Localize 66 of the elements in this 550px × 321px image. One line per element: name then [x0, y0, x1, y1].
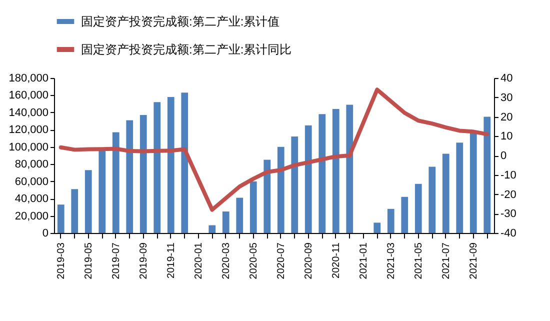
bar — [374, 222, 381, 233]
bar — [264, 160, 271, 233]
y-tick-label: 80,000 — [14, 158, 48, 171]
bar — [222, 211, 230, 233]
bar — [250, 181, 257, 233]
y2-tick-label: 40 — [500, 72, 513, 84]
y-tick-label: 120,000 — [8, 124, 48, 136]
y-tick-label: 20,000 — [14, 210, 48, 222]
y2-tick-label: 20 — [500, 111, 513, 124]
bar — [112, 132, 120, 233]
y2-tick-label: 0 — [500, 150, 507, 162]
bar — [387, 208, 394, 233]
y-tick-label: 180,000 — [8, 72, 48, 84]
x-tick-label: 2020-01 — [193, 242, 204, 280]
bar — [126, 120, 134, 233]
y-tick-label: 100,000 — [8, 141, 48, 154]
bar — [57, 204, 64, 233]
y2-tick-label: -10 — [500, 169, 516, 182]
y2-tick-label: 30 — [500, 92, 513, 104]
x-tick-label: 2020-05 — [248, 242, 260, 280]
bar — [318, 114, 326, 233]
y-tick-label: 0 — [42, 228, 48, 240]
bar — [332, 109, 340, 233]
legend-label: 固定资产投资完成额:第二产业:累计值 — [81, 14, 280, 28]
x-tick-label: 2021-05 — [413, 242, 424, 280]
x-tick-label: 2021-03 — [386, 242, 397, 280]
bar — [71, 189, 78, 233]
y2-tick-label: -40 — [500, 228, 516, 240]
bar — [414, 184, 422, 233]
bar — [304, 125, 312, 233]
y2-tick-label: 10 — [500, 130, 513, 143]
bar — [291, 136, 298, 233]
x-tick-label: 2019-03 — [56, 242, 67, 280]
x-tick-label: 2019-09 — [138, 242, 150, 280]
y-tick-label: 60,000 — [14, 176, 48, 188]
bar — [277, 146, 284, 233]
y2-tick-label: -20 — [500, 188, 516, 201]
x-tick-label: 2019-07 — [110, 242, 122, 280]
line-series — [58, 88, 490, 212]
y-tick-label: 40,000 — [14, 193, 48, 206]
x-tick-label: 2020-09 — [303, 242, 314, 280]
bar — [167, 96, 174, 233]
x-tick-label: 2020-03 — [220, 242, 232, 280]
y2-tick-label: -30 — [500, 208, 516, 220]
bar — [236, 198, 244, 233]
y-tick-label: 160,000 — [8, 90, 48, 102]
x-tick-label: 2021-07 — [440, 242, 452, 280]
x-tick-label: 2021-09 — [468, 242, 480, 280]
bar — [428, 166, 436, 233]
bar — [456, 142, 464, 233]
bar — [442, 154, 450, 233]
x-tick-label: 2019-11 — [166, 242, 177, 278]
y-tick-label: 140,000 — [8, 106, 48, 119]
x-tick-label: 2020-07 — [276, 242, 287, 280]
x-tick-label: 2021-01 — [358, 242, 370, 280]
bar — [401, 196, 408, 233]
bar — [208, 225, 216, 233]
x-tick-label: 2019-05 — [83, 242, 94, 280]
legend-label: 固定资产投资完成额:第二产业:累计同比 — [81, 42, 292, 56]
bar — [181, 92, 188, 233]
bar — [484, 116, 491, 233]
bar — [140, 115, 147, 233]
bar — [84, 170, 92, 233]
bar — [346, 104, 354, 233]
x-tick-label: 2020-11 — [330, 242, 342, 278]
bar — [154, 102, 161, 233]
